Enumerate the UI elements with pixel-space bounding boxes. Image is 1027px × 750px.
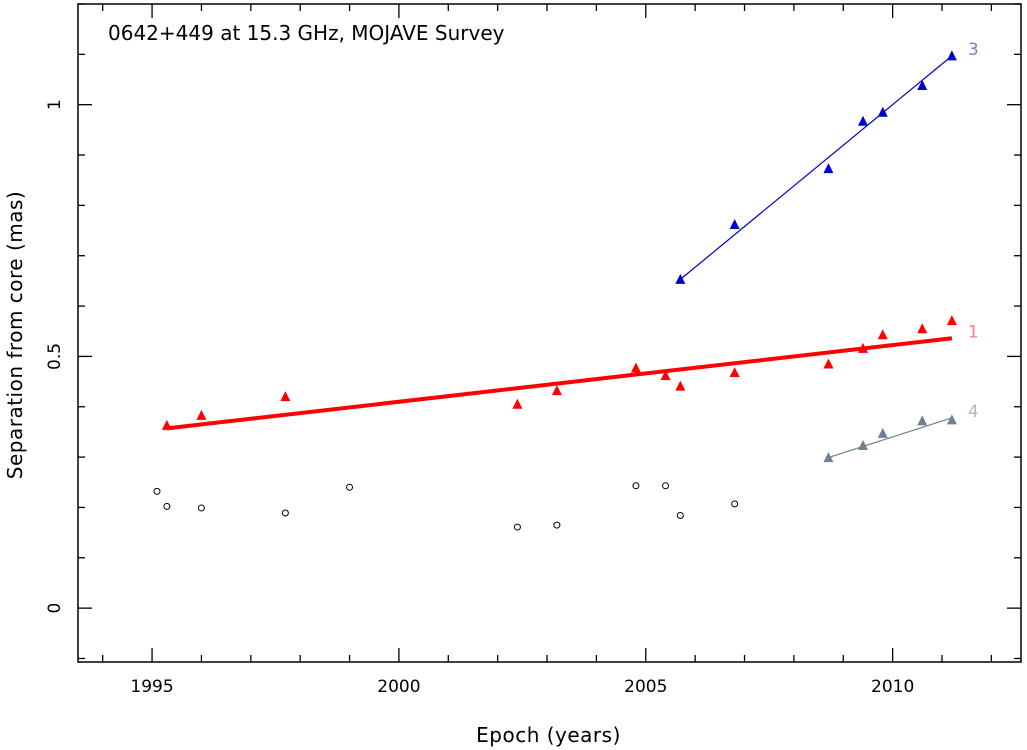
data-point [676,511,684,519]
x-tick-label: 1995 [130,677,173,697]
data-point [513,523,521,531]
x-tick-label: 2010 [871,677,914,697]
data-point [630,362,641,373]
series-label: 1 [968,322,979,342]
data-point [675,273,686,284]
series-label: 4 [968,402,979,422]
data-point [946,414,957,425]
fit-line [166,336,953,431]
data-point [917,415,928,426]
data-point [512,398,523,409]
chart-title: 0642+449 at 15.3 GHz, MOJAVE Survey [108,21,505,45]
data-point [731,500,739,508]
y-tick-label: 1 [45,99,65,110]
data-point [823,163,834,174]
fit-lines [166,55,953,459]
series-labels: 1 3 4 [968,40,979,422]
axis-tick-labels: 1995 2000 2005 2010 0 0.5 1 [45,99,914,697]
data-point [858,342,869,353]
series-label: 3 [968,40,979,60]
data-point [946,50,957,61]
data-point [551,385,562,396]
y-tick-label: 0 [45,603,65,614]
data-point [281,509,289,517]
data-point [729,367,740,378]
y-axis-label: Separation from core (mas) [3,191,27,479]
fit-line [828,417,953,459]
x-axis-label: Epoch (years) [476,723,621,747]
data-point [675,380,686,391]
data-point [346,483,354,491]
data-point [196,409,207,420]
data-point [161,419,172,430]
data-point [197,504,205,512]
data-point [729,219,740,230]
data-point [917,80,928,91]
data-point [660,370,671,381]
data-point [662,482,670,490]
x-tick-label: 2000 [377,677,420,697]
axis-ticks [78,3,1021,662]
data-point [823,358,834,369]
plot-frame [77,3,1022,663]
data-point [877,106,888,117]
data-point [823,452,834,463]
data-markers [153,50,957,531]
data-point [632,482,640,490]
data-point [280,391,291,402]
data-point [163,502,171,510]
data-point [858,440,869,451]
data-point [553,521,561,529]
fit-line [679,55,953,280]
data-point [877,329,888,340]
data-point [946,315,957,326]
data-point [858,115,869,126]
data-point [877,427,888,438]
y-tick-label: 0.5 [45,343,65,370]
x-tick-label: 2005 [624,677,667,697]
data-point [153,487,161,495]
data-point [917,323,928,334]
